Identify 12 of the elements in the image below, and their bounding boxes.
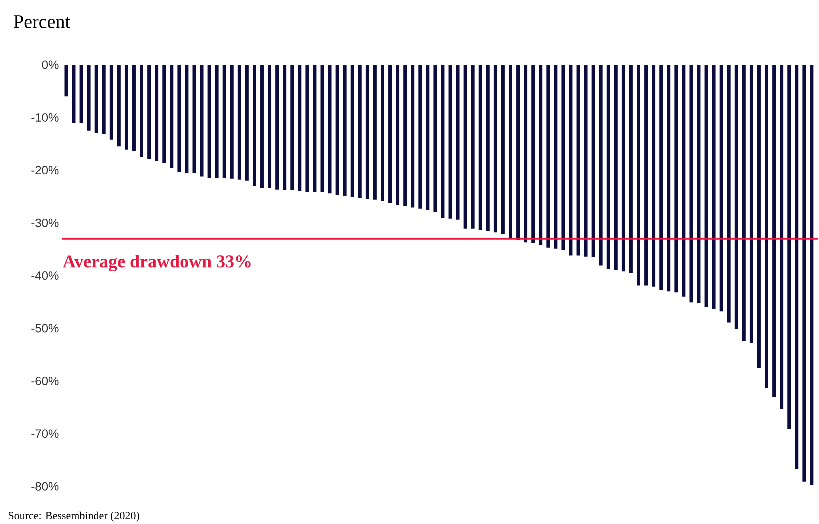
ref-line-label: Average drawdown 33% (63, 255, 251, 272)
y-tick-label: -40% (32, 272, 59, 280)
y-tick-label: -70% (32, 430, 59, 438)
source-note: Source: Bessembinder (2020) (8, 512, 140, 522)
y-tick-label: -30% (32, 218, 59, 228)
y-tick-label: -80% (32, 482, 59, 491)
y-tick-label: -20% (32, 166, 59, 175)
y-tick-label: 0% (42, 60, 59, 70)
chart-title: Percent (14, 16, 70, 28)
y-tick-label: -50% (32, 324, 59, 333)
y-tick-label: -10% (32, 113, 59, 122)
y-tick-label: -60% (32, 376, 59, 386)
